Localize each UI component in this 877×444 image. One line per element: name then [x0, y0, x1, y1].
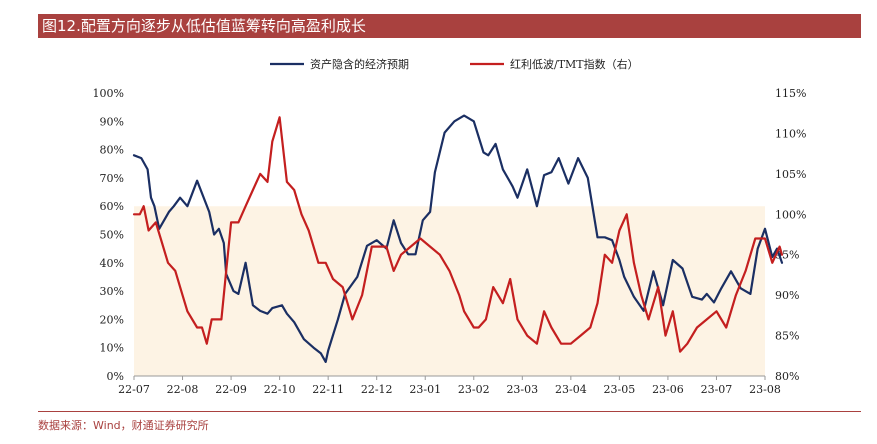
- y-left-tick-label: 70%: [100, 172, 124, 185]
- y-left-tick-label: 10%: [100, 342, 124, 355]
- y-left-tick-label: 50%: [100, 229, 124, 242]
- source-note: 数据来源：Wind，财通证券研究所: [38, 419, 209, 432]
- series-line-2: [132, 116, 784, 353]
- line-chart: 22-07 22-08 22-09 22-10 22-11 22-12 23-01 23-02…: [93, 57, 807, 396]
- x-tick-label: 23-07: [701, 383, 733, 396]
- x-tick-label: 22-07: [118, 383, 150, 396]
- x-tick-label: 23-05: [604, 383, 636, 396]
- x-tick-label: 22-08: [167, 383, 199, 396]
- y-right-tick-label: 115%: [775, 87, 806, 100]
- legend-label-1: 资产隐含的经济预期: [310, 57, 409, 71]
- x-tick-label: 23-06: [652, 383, 684, 396]
- y-left-tick-label: 40%: [100, 257, 124, 270]
- y-left-tick-label: 100%: [93, 87, 124, 100]
- y-left-tick-label: 0%: [107, 370, 124, 383]
- x-tick-label: 23-01: [409, 383, 441, 396]
- y-left-tick-label: 30%: [100, 285, 124, 298]
- x-tick-label: 22-12: [361, 383, 393, 396]
- y-right-tick-label: 110%: [775, 127, 806, 140]
- y-left-tick-label: 80%: [100, 144, 124, 157]
- chart-title: 图12.配置方向逐步从低估值蓝筹转向高盈利成长: [42, 17, 366, 35]
- x-tick-label: 22-09: [215, 383, 247, 396]
- shaded-band: [134, 206, 765, 376]
- x-tick-label: 23-04: [555, 383, 587, 396]
- y-right-tick-label: 105%: [775, 168, 806, 181]
- y-right-tick-label: 100%: [775, 208, 806, 221]
- x-tick-label: 22-11: [312, 383, 344, 396]
- y-right-tick-label: 85%: [775, 330, 799, 343]
- x-tick-label: 23-02: [458, 383, 490, 396]
- y-left-tick-label: 60%: [100, 200, 124, 213]
- y-right-tick-label: 90%: [775, 289, 799, 302]
- x-tick-label: 22-10: [264, 383, 296, 396]
- x-tick-label: 23-03: [506, 383, 538, 396]
- chart-title-bar: 图12.配置方向逐步从低估值蓝筹转向高盈利成长: [38, 14, 861, 38]
- y-left-tick-label: 20%: [100, 313, 124, 326]
- series-line-1: [132, 114, 784, 363]
- footer-divider: [38, 411, 861, 412]
- y-right-tick-label: 80%: [775, 370, 799, 383]
- y-left-tick-label: 90%: [100, 115, 124, 128]
- legend-label-2: 红利低波/TMT指数（右）: [510, 57, 639, 71]
- x-tick-label: 23-08: [749, 383, 781, 396]
